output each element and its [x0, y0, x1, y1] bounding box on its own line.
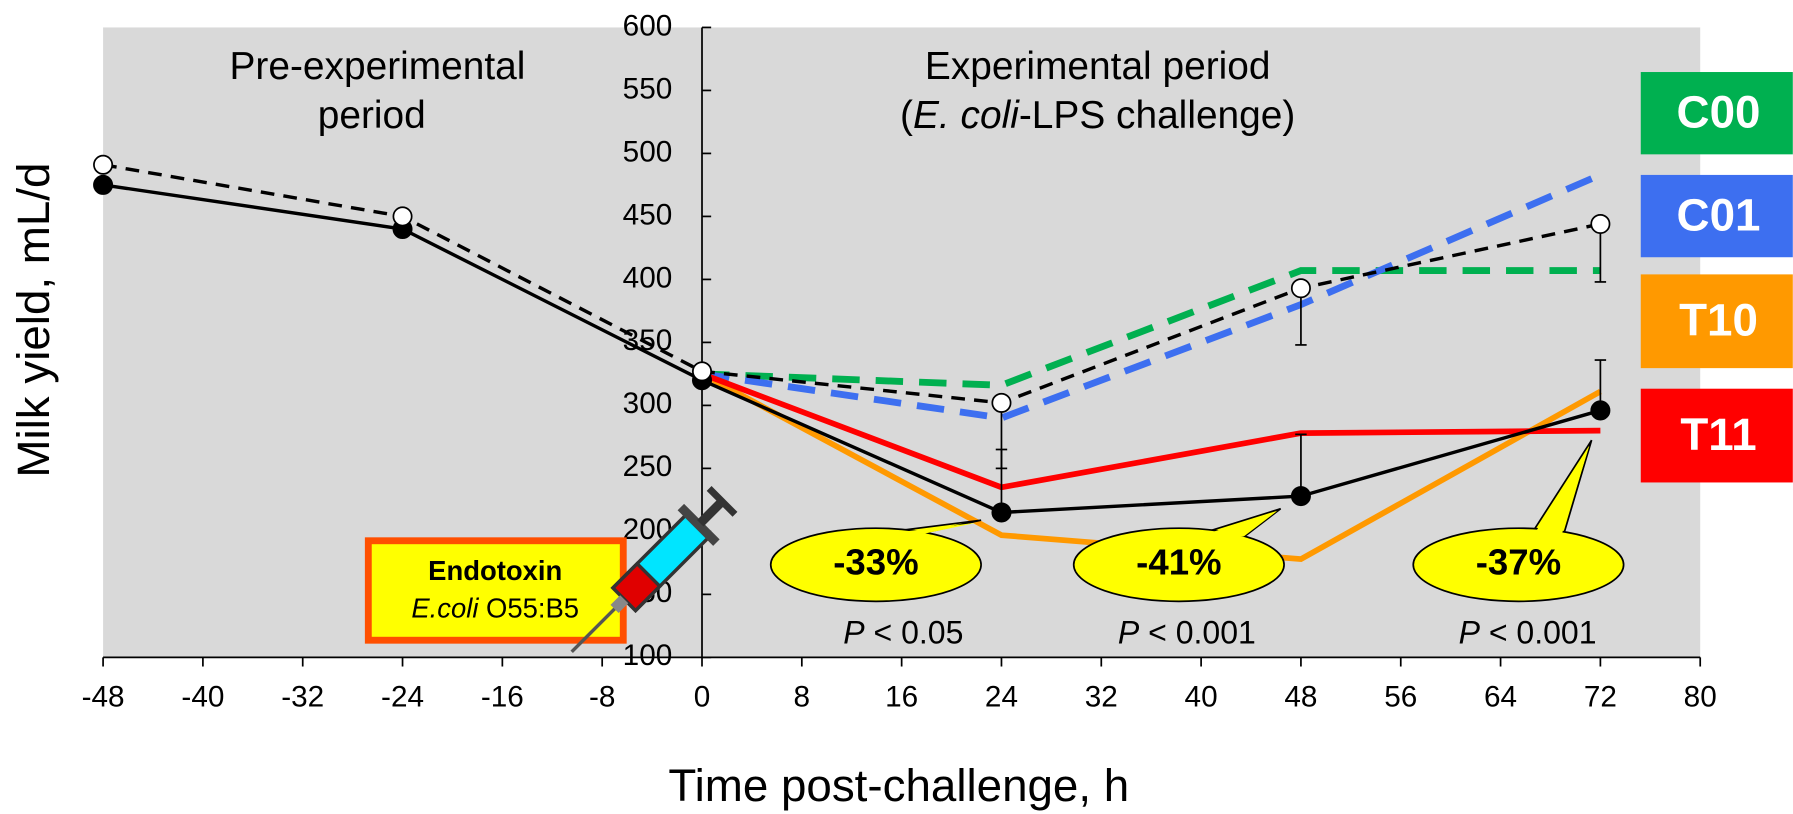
marker — [93, 174, 114, 195]
callout-bubble — [1412, 527, 1625, 603]
marker — [93, 154, 114, 175]
x-tick-label: -32 — [281, 680, 324, 713]
callout-text: -41% — [1136, 541, 1221, 582]
marker — [991, 502, 1012, 523]
series-line — [102, 163, 1601, 405]
y-tick-label: 300 — [623, 387, 673, 420]
x-tick-label: 32 — [1085, 680, 1118, 713]
text-part: E. coli — [913, 94, 1020, 137]
marker — [691, 361, 713, 382]
x-tick-label: -24 — [381, 680, 424, 713]
x-tick-label: -40 — [181, 680, 224, 713]
p-value: P < 0.05 — [843, 615, 963, 651]
text-part: < 0.05 — [874, 615, 964, 651]
callout-text: -37% — [1476, 541, 1561, 582]
marker — [1290, 278, 1311, 299]
text-part: < 0.001 — [1148, 615, 1256, 651]
endotoxin-strain: E.coli O55:B5 — [411, 593, 579, 624]
marker — [392, 206, 413, 227]
x-tick-label: 72 — [1584, 680, 1617, 713]
callout: -33% -41% -37% — [769, 439, 1625, 603]
text-part: P — [1118, 615, 1140, 651]
text-part: ( — [900, 94, 913, 137]
x-tick-label: -16 — [481, 680, 524, 713]
x-tick-label: 40 — [1185, 680, 1218, 713]
y-tick-label: 550 — [623, 72, 673, 105]
period-label: period — [318, 94, 426, 137]
y-tick-label: 250 — [623, 450, 673, 483]
y-tick-label: 100 — [623, 639, 673, 672]
callout-join — [1192, 511, 1278, 539]
text-part: < 0.001 — [1489, 615, 1597, 651]
callout-join — [1534, 445, 1590, 534]
callout-join — [849, 522, 978, 539]
x-tick-label: -48 — [82, 680, 125, 713]
period-label: (E. coli-LPS challenge) — [900, 94, 1295, 137]
series — [93, 154, 1611, 563]
text-part: P — [1459, 615, 1481, 651]
series-line — [701, 171, 1602, 422]
series-line — [701, 267, 1601, 389]
x-tick-label: 48 — [1284, 680, 1317, 713]
x-tick-label: -8 — [589, 680, 615, 713]
marker — [1590, 213, 1611, 234]
period-label: Experimental period — [925, 45, 1271, 88]
text-part: E.coli — [411, 593, 479, 624]
legend-swatch — [1640, 72, 1793, 155]
callout-bubble — [1072, 527, 1285, 603]
x-tick-label: 56 — [1384, 680, 1417, 713]
legend-swatch — [1640, 174, 1793, 258]
callout-bubble — [769, 527, 982, 603]
series-line — [102, 183, 1601, 515]
error-bar — [995, 402, 1008, 470]
text-part: O55:B5 — [486, 593, 579, 624]
marker — [1290, 486, 1311, 507]
syringe-icon — [570, 486, 738, 653]
y-tick-label: 600 — [623, 9, 673, 42]
x-tick-label: 24 — [985, 680, 1018, 713]
callout-text: -33% — [833, 541, 918, 582]
series-line — [700, 371, 1601, 491]
endotoxin-box — [364, 537, 627, 644]
p-value: P < 0.001 — [1118, 615, 1256, 651]
period-label: Pre-experimental — [230, 45, 526, 88]
legend-label: C01 — [1677, 189, 1761, 240]
legend-swatch — [1640, 388, 1793, 483]
text-part: -LPS challenge) — [1019, 94, 1295, 137]
x-tick-label: 16 — [885, 680, 918, 713]
x-tick-label: 80 — [1684, 680, 1717, 713]
legend-label: T11 — [1680, 409, 1756, 460]
y-tick-label: 500 — [623, 135, 673, 168]
legend: C00 C01 T10 T11 — [1640, 72, 1793, 483]
marker — [991, 392, 1012, 413]
legend-swatch — [1640, 274, 1793, 369]
marker — [1590, 400, 1611, 421]
x-tick-label: 0 — [694, 680, 711, 713]
p-value: P < 0.001 — [1459, 615, 1597, 651]
x-tick-label: 64 — [1484, 680, 1517, 713]
legend-label: C00 — [1677, 87, 1761, 138]
y-tick-label: 450 — [623, 198, 673, 231]
error-bar — [1295, 433, 1307, 497]
x-axis-title: Time post-challenge, h — [668, 760, 1129, 811]
text-part: P — [843, 615, 865, 651]
x-tick-label: 8 — [794, 680, 811, 713]
y-tick-label: 400 — [623, 261, 673, 294]
y-axis-title: Milk yield, mL/d — [8, 163, 59, 478]
legend-label: T10 — [1679, 295, 1758, 346]
endotoxin-title: Endotoxin — [428, 555, 562, 586]
